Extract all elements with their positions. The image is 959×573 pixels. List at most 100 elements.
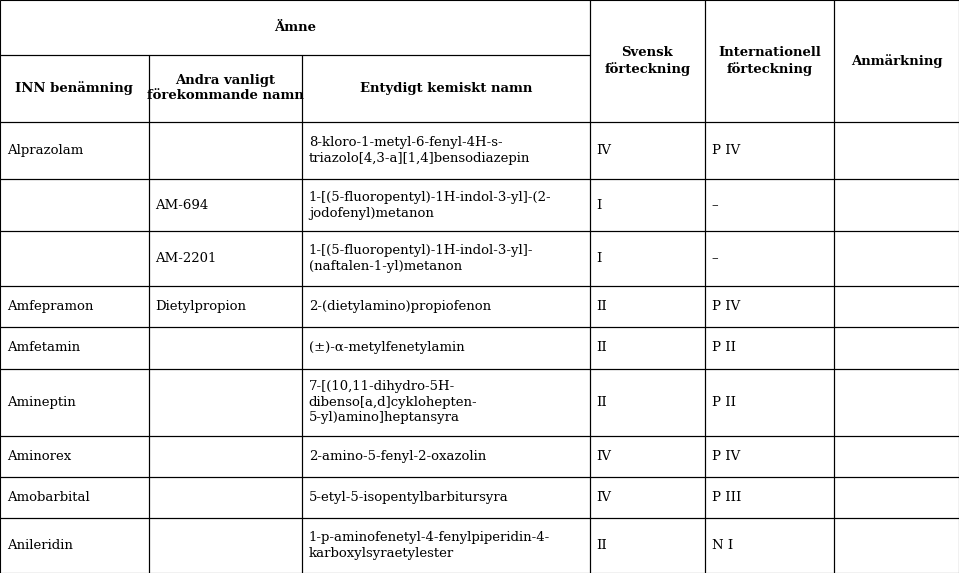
Bar (705, 435, 834, 477)
Text: Amineptin: Amineptin (7, 395, 76, 409)
Bar (834, 477, 959, 518)
Text: IV: IV (596, 450, 612, 463)
Text: I: I (596, 199, 602, 212)
Bar (590, 0, 705, 121)
Bar (834, 179, 959, 231)
Text: P II: P II (712, 395, 736, 409)
Text: Anmärkning: Anmärkning (851, 54, 943, 68)
Text: Aminorex: Aminorex (7, 450, 71, 463)
Text: Alprazolam: Alprazolam (7, 144, 83, 157)
Bar (302, 55, 590, 121)
Bar (590, 179, 705, 231)
Bar (0, 121, 149, 179)
Text: Entydigt kemiskt namn: Entydigt kemiskt namn (360, 82, 532, 95)
Bar (705, 231, 834, 286)
Bar (149, 435, 302, 477)
Bar (302, 121, 590, 179)
Bar (834, 368, 959, 435)
Text: P IV: P IV (712, 144, 739, 157)
Bar (590, 327, 705, 368)
Text: IV: IV (596, 491, 612, 504)
Text: IV: IV (596, 144, 612, 157)
Bar (302, 477, 590, 518)
Text: 7-[(10,11-dihydro-5H-
dibenso[a,d]cyklohepten-
5-yl)amino]heptansyra: 7-[(10,11-dihydro-5H- dibenso[a,d]cykloh… (309, 380, 478, 424)
Text: Amfepramon: Amfepramon (7, 300, 93, 313)
Bar (149, 327, 302, 368)
Bar (149, 55, 302, 121)
Text: 1-[(5-fluoropentyl)-1H-indol-3-yl]-(2-
jodofenyl)metanon: 1-[(5-fluoropentyl)-1H-indol-3-yl]-(2- j… (309, 191, 551, 219)
Bar (302, 231, 590, 286)
Bar (705, 477, 834, 518)
Bar (0, 435, 149, 477)
Text: P III: P III (712, 491, 741, 504)
Bar (590, 121, 705, 179)
Text: Svensk
förteckning: Svensk förteckning (604, 46, 690, 76)
Bar (705, 121, 834, 179)
Bar (0, 477, 149, 518)
Text: Ämne: Ämne (274, 21, 316, 34)
Bar (705, 327, 834, 368)
Bar (149, 518, 302, 573)
Text: II: II (596, 395, 607, 409)
Text: P IV: P IV (712, 300, 739, 313)
Text: N I: N I (712, 539, 733, 552)
Text: 2-(dietylamino)propiofenon: 2-(dietylamino)propiofenon (309, 300, 491, 313)
Text: P II: P II (712, 342, 736, 355)
Bar (149, 477, 302, 518)
Text: II: II (596, 342, 607, 355)
Bar (705, 368, 834, 435)
Bar (0, 55, 149, 121)
Text: Andra vanligt
förekommande namn: Andra vanligt förekommande namn (147, 74, 304, 103)
Bar (149, 231, 302, 286)
Bar (590, 231, 705, 286)
Text: Amfetamin: Amfetamin (7, 342, 80, 355)
Text: 1-[(5-fluoropentyl)-1H-indol-3-yl]-
(naftalen-1-yl)metanon: 1-[(5-fluoropentyl)-1H-indol-3-yl]- (naf… (309, 244, 533, 273)
Bar (0, 518, 149, 573)
Bar (834, 286, 959, 327)
Bar (834, 231, 959, 286)
Text: Amobarbital: Amobarbital (7, 491, 89, 504)
Bar (590, 477, 705, 518)
Bar (0, 179, 149, 231)
Text: II: II (596, 539, 607, 552)
Text: AM-694: AM-694 (155, 199, 209, 212)
Bar (834, 121, 959, 179)
Text: 8-kloro-1-metyl-6-fenyl-4H-s-
triazolo[4,3-a][1,4]bensodiazepin: 8-kloro-1-metyl-6-fenyl-4H-s- triazolo[4… (309, 136, 530, 165)
Bar (149, 121, 302, 179)
Bar (590, 286, 705, 327)
Bar (705, 179, 834, 231)
Bar (834, 518, 959, 573)
Bar (834, 0, 959, 121)
Bar (590, 368, 705, 435)
Bar (590, 435, 705, 477)
Bar (0, 327, 149, 368)
Bar (834, 435, 959, 477)
Text: P IV: P IV (712, 450, 739, 463)
Bar (302, 368, 590, 435)
Bar (149, 286, 302, 327)
Text: II: II (596, 300, 607, 313)
Text: 2-amino-5-fenyl-2-oxazolin: 2-amino-5-fenyl-2-oxazolin (309, 450, 486, 463)
Text: 5-etyl-5-isopentylbarbitursyra: 5-etyl-5-isopentylbarbitursyra (309, 491, 508, 504)
Bar (302, 286, 590, 327)
Text: –: – (712, 199, 718, 212)
Text: INN benämning: INN benämning (15, 81, 133, 95)
Text: –: – (712, 252, 718, 265)
Text: Anileridin: Anileridin (7, 539, 73, 552)
Text: I: I (596, 252, 602, 265)
Bar (302, 518, 590, 573)
Bar (0, 0, 590, 55)
Bar (834, 327, 959, 368)
Bar (0, 368, 149, 435)
Bar (302, 327, 590, 368)
Bar (149, 368, 302, 435)
Bar (590, 518, 705, 573)
Bar (705, 0, 834, 121)
Text: 1-p-aminofenetyl-4-fenylpiperidin-4-
karboxylsyraetylester: 1-p-aminofenetyl-4-fenylpiperidin-4- kar… (309, 531, 550, 560)
Text: AM-2201: AM-2201 (155, 252, 217, 265)
Bar (0, 231, 149, 286)
Bar (0, 286, 149, 327)
Text: (±)-α-metylfenetylamin: (±)-α-metylfenetylamin (309, 342, 464, 355)
Bar (302, 435, 590, 477)
Bar (705, 518, 834, 573)
